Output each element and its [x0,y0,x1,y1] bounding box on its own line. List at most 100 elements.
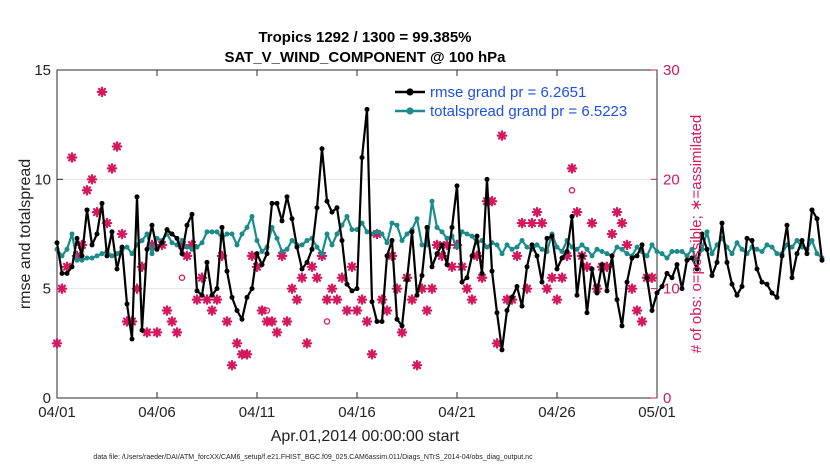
series-point-rmse [694,266,700,272]
assimilated-point [206,305,218,316]
assimilated-point [311,272,323,284]
assimilated-point-stroke [417,284,427,293]
series-point-rmse [69,264,75,270]
series-point-rmse [174,235,180,241]
series-point-rmse [464,275,470,281]
series-point-rmse [799,238,805,244]
assimilated-point-stroke [567,164,577,173]
assimilated-point-stroke [422,306,432,315]
assimilated-point-stroke [87,175,97,184]
assimilated-point-stroke [622,240,632,250]
assimilated-point [166,316,178,327]
assimilated-point [51,338,63,349]
series-point-rmse [249,286,255,292]
series-point-rmse [189,211,195,217]
series-point-rmse [369,299,375,305]
assimilated-point [221,316,233,327]
assimilated-point-stroke [337,273,347,282]
series-point-rmse [579,253,585,259]
assimilated-point-stroke [467,295,477,304]
series-point-rmse [469,253,475,259]
assimilated-point-stroke [627,284,637,293]
assimilated-point [151,327,163,338]
series-point-totalspread [729,251,735,257]
assimilated-point [631,305,643,316]
series-point-rmse [154,246,160,252]
assimilated-point-stroke [432,240,442,250]
assimilated-point-stroke [477,273,487,282]
series-point-rmse [104,253,110,259]
assimilated-point-stroke [222,317,232,326]
series-point-totalspread [584,246,590,252]
assimilated-point-stroke [232,339,242,348]
series-point-rmse [459,279,465,285]
assimilated-point [346,261,358,273]
possible-point [568,187,576,194]
assimilated-point [326,283,338,294]
series-point-rmse [259,262,265,268]
assimilated-point-stroke [277,251,287,260]
series-point-rmse [809,207,815,213]
series-point-rmse [234,308,240,314]
series-point-totalspread [689,246,695,252]
series-point-rmse [254,251,260,257]
assimilated-point [356,294,368,305]
series-point-rmse [744,235,750,241]
series-point-totalspread [144,231,150,237]
assimilated-point-stroke [532,208,542,217]
series-point-rmse [289,216,295,222]
series-point-rmse [529,242,535,248]
assimilated-point [551,294,563,305]
series-point-rmse [349,288,355,294]
series-point-rmse [404,277,410,283]
assimilated-point-stroke [272,328,282,337]
assimilated-point-stroke [307,262,317,271]
series-point-totalspread [494,242,500,248]
series-point-rmse [99,200,105,206]
series-point-totalspread [314,244,320,250]
series-point-totalspread [244,224,250,230]
series-point-rmse [539,279,545,285]
series-point-totalspread [209,229,215,235]
series-point-totalspread [589,253,595,259]
series-point-rmse [224,268,230,274]
series-point-totalspread [794,238,800,244]
series-point-rmse [674,262,680,268]
assimilated-point-stroke [212,295,222,304]
assimilated-point [271,327,283,338]
series-point-totalspread [299,242,305,248]
assimilated-point [446,261,458,273]
assimilated-point-stroke [572,208,582,217]
series-point-rmse [719,220,725,226]
assimilated-point-stroke [57,284,67,293]
assimilated-point [426,283,438,294]
series-point-totalspread [139,238,145,244]
assimilated-point-stroke [292,295,302,304]
assimilated-point-stroke [112,142,122,151]
series-point-totalspread [684,253,690,259]
assimilated-point [381,305,393,316]
series-point-totalspread [444,235,450,241]
series-point-rmse [199,292,205,298]
assimilated-point-stroke [382,306,392,315]
assimilated-point [296,272,308,284]
series-point-totalspread [404,231,410,237]
assimilated-point-stroke [207,306,217,315]
assimilated-point [246,250,258,262]
assimilated-point-stroke [547,273,557,282]
assimilated-point-stroke [97,87,107,96]
series-point-rmse [764,281,770,287]
series-point-totalspread [394,222,400,228]
series-point-rmse [134,194,140,200]
series-point-rmse [734,292,740,298]
series-point-rmse [659,283,665,289]
assimilated-point-stroke [92,208,102,217]
series-point-rmse [84,207,90,213]
series-point-rmse [649,308,655,314]
series-point-rmse [59,270,65,276]
series-point-totalspread [99,251,105,257]
y-tick-label-0: 0 [43,390,51,407]
series-point-rmse [534,253,540,259]
series-point-rmse [164,227,170,233]
assimilated-point [231,338,243,349]
